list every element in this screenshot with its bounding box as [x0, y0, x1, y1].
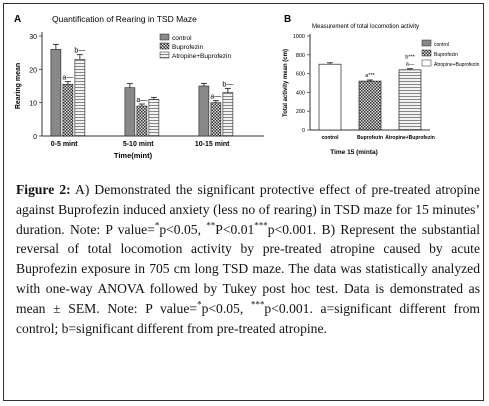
bar-control-1: [50, 49, 62, 137]
x-axis-label: Time 15 (minta): [330, 149, 378, 156]
significance-label: a—: [62, 75, 73, 82]
legend-swatch: [159, 33, 170, 41]
significance-label: b—: [222, 81, 233, 88]
chart-panel-b: B Measurement of total locomotion activit…: [280, 12, 485, 172]
chart-title: Quantification of Rearing in TSD Maze: [52, 14, 197, 24]
significance-label: b***: [405, 55, 415, 61]
legend-swatch: [421, 49, 432, 57]
panel-letter: A: [14, 14, 21, 25]
caption-superscript: ***: [254, 220, 268, 231]
legend-label: Atropine+Buprofezin: [172, 53, 231, 60]
y-tick-label: 800: [296, 53, 305, 59]
caption-text: p<0.05,: [159, 221, 207, 237]
legend-label: Atropine+Buprofezin: [434, 62, 480, 68]
caption-superscript: **: [206, 220, 216, 231]
x-tick-label: 0-5 mint: [51, 141, 79, 148]
caption-text: p<0.001. B) Represent the substantial re…: [16, 221, 480, 316]
y-tick-label: 0: [33, 134, 37, 141]
bar-buprofezin-1: [62, 84, 74, 137]
caption-superscript: *: [154, 220, 160, 231]
bar-control-2: [124, 87, 136, 137]
x-tick-label: 10-15 mint: [195, 141, 230, 148]
bar-control-3: [198, 85, 210, 137]
legend-swatch: [159, 42, 170, 50]
y-tick-label: 30: [29, 34, 37, 41]
legend-swatch: [421, 39, 432, 47]
y-tick-label: 20: [29, 67, 37, 74]
caption-body: A) Demonstrated the significant protecti…: [16, 182, 480, 336]
y-tick-label: 400: [296, 90, 305, 96]
bar-buprofezin-3: [210, 102, 222, 137]
legend-swatch: [421, 59, 432, 67]
bar-atropine-buprofezin-2: [148, 99, 160, 137]
x-tick-label: 5-10 mint: [123, 141, 154, 148]
bar-atropine-buprofezin-1: [74, 59, 86, 137]
x-tick-label: control: [322, 135, 340, 141]
caption-text: A) Demonstrated the significant protecti…: [16, 182, 480, 237]
rearing-chart: A Quantification of Rearing in TSD Maze 0 1…: [14, 14, 264, 160]
bar-atropine-buprofezin: [398, 69, 422, 131]
legend-label: control: [434, 42, 449, 48]
y-axis-label: Total activity mean (cm): [283, 49, 289, 117]
legend-swatch: [159, 51, 170, 59]
legend-label: Buprofezin: [434, 52, 458, 58]
chart-panel-a: A Quantification of Rearing in TSD Maze 0 1…: [12, 12, 282, 172]
y-tick-label: 1000: [293, 34, 305, 40]
significance-label: a—: [406, 62, 415, 68]
legend-label: control: [172, 35, 192, 42]
y-tick-label: 600: [296, 72, 305, 78]
caption-text: p<0.05,: [201, 300, 251, 316]
x-tick-label: Atropine+Buprofezin: [385, 135, 435, 141]
caption-text: p<0.001. a=significant different from co…: [16, 300, 480, 336]
bar-buprofezin: [358, 80, 382, 131]
x-axis-label: Time(mint): [114, 151, 153, 160]
caption-text: P<0.01: [215, 221, 255, 237]
caption-lead: Figure 2:: [16, 182, 71, 197]
figure-frame: A Quantification of Rearing in TSD Maze 0 1…: [3, 3, 484, 401]
chart-title: Measurement of total locomotion activity: [312, 24, 419, 30]
significance-label: a—: [210, 94, 221, 101]
figure-caption: Figure 2: A) Demonstrated the significan…: [16, 180, 480, 338]
caption-superscript: ***: [250, 299, 265, 310]
bar-control: [318, 63, 342, 131]
significance-label: b—: [74, 48, 85, 55]
x-tick-label: Buprofezin: [357, 135, 383, 141]
y-tick-label: 200: [296, 109, 305, 115]
locomotion-chart: B Measurement of total locomotion activit…: [283, 14, 480, 156]
caption-superscript: *: [197, 299, 202, 310]
bar-buprofezin-2: [136, 105, 148, 137]
significance-label: a***: [365, 73, 375, 79]
legend-label: Buprofezin: [172, 44, 203, 51]
significance-label: a—: [136, 97, 147, 104]
y-axis-label: Rearing mean: [15, 63, 22, 109]
panel-letter: B: [284, 14, 291, 25]
y-tick-label: 10: [29, 101, 37, 108]
bar-atropine-buprofezin-3: [222, 92, 234, 137]
y-tick-label: 0: [302, 128, 305, 134]
